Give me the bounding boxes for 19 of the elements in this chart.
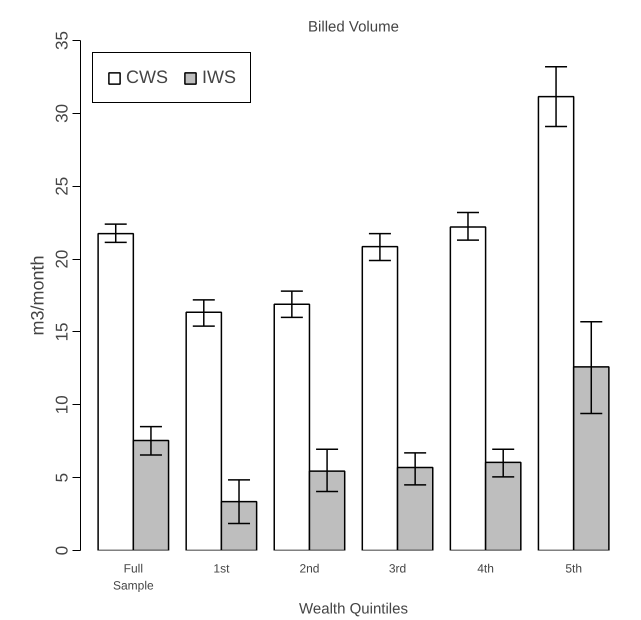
x-tick-label: 2nd xyxy=(299,562,320,576)
x-tick-label: 5th xyxy=(565,562,582,576)
x-tick-label: 1st xyxy=(213,562,230,576)
y-tick-label: 5 xyxy=(52,472,72,482)
x-tick-label: 4th xyxy=(477,562,494,576)
legend-label: IWS xyxy=(202,67,236,88)
y-axis-title: m3/month xyxy=(28,255,48,336)
x-axis-title: Wealth Quintiles xyxy=(299,600,408,618)
legend-label: CWS xyxy=(126,67,168,88)
x-tick-label: Full Sample xyxy=(112,562,154,592)
y-tick-label: 10 xyxy=(52,395,72,414)
x-tick-label: 3rd xyxy=(388,562,406,576)
y-tick-label: 0 xyxy=(52,546,72,556)
y-tick-label: 15 xyxy=(52,322,72,342)
y-tick-label: 20 xyxy=(52,250,72,269)
y-tick-label: 30 xyxy=(52,104,72,123)
chart-title: Billed Volume xyxy=(308,18,399,36)
y-tick-label: 35 xyxy=(52,31,72,50)
y-tick-label: 25 xyxy=(52,176,72,196)
